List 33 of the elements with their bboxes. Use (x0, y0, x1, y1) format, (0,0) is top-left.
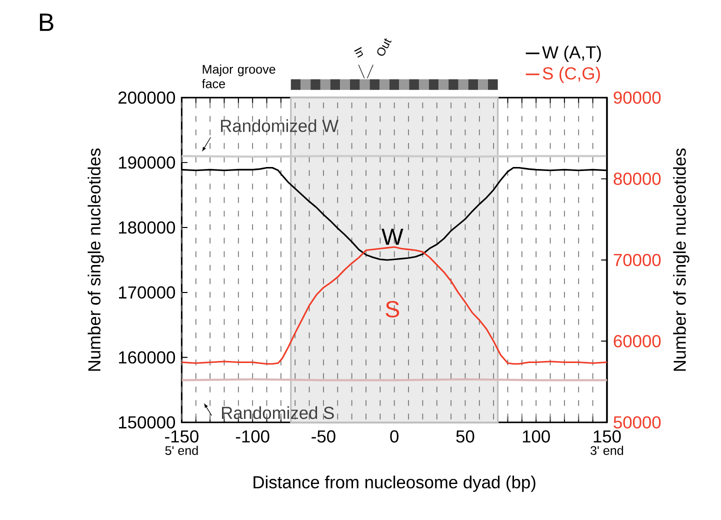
y-tick-label: 160000 (118, 351, 176, 364)
y2-tick-label: 70000 (614, 254, 661, 266)
text: In (354, 47, 363, 58)
y2-tick-label: 60000 (614, 335, 661, 348)
y2-tick-label: 80000 (614, 172, 661, 185)
y-axis-title: Number of single nucleotides (88, 148, 104, 371)
text: B (40, 14, 54, 31)
x-axis-title: Distance from nucleosome dyad (bp) (254, 476, 536, 492)
annotation: S (386, 301, 400, 318)
annotation: W (382, 228, 404, 245)
text: Out (377, 38, 392, 56)
x-tick-label: 0 (390, 430, 398, 443)
y2-tick-label: 90000 (614, 91, 661, 104)
y-tick-label: 150000 (118, 416, 176, 429)
text: 5' end (165, 446, 198, 456)
y-tick-label: 180000 (118, 221, 176, 234)
text: Major groove face (202, 64, 276, 88)
y-tick-label: 170000 (118, 286, 176, 299)
y2-axis-title: Number of single nucleotides (673, 148, 690, 371)
y-tick-label: 190000 (118, 156, 176, 169)
x-tick-label: 150 (594, 430, 621, 443)
text: 3' end (590, 446, 624, 456)
y-tick-label: 200000 (118, 91, 176, 104)
x-tick-label: -100 (236, 430, 270, 443)
x-tick-label: -50 (312, 430, 336, 443)
annotation: Randomized S (222, 406, 334, 420)
annotation: Randomized W (221, 119, 338, 132)
x-tick-label: 100 (522, 430, 550, 443)
x-tick-label: 50 (456, 430, 474, 443)
legend-label: S (C,G) (542, 66, 600, 83)
y2-tick-label: 50000 (614, 416, 661, 429)
x-tick-label: -150 (165, 430, 198, 443)
legend-label: W (A,T) (542, 46, 601, 62)
